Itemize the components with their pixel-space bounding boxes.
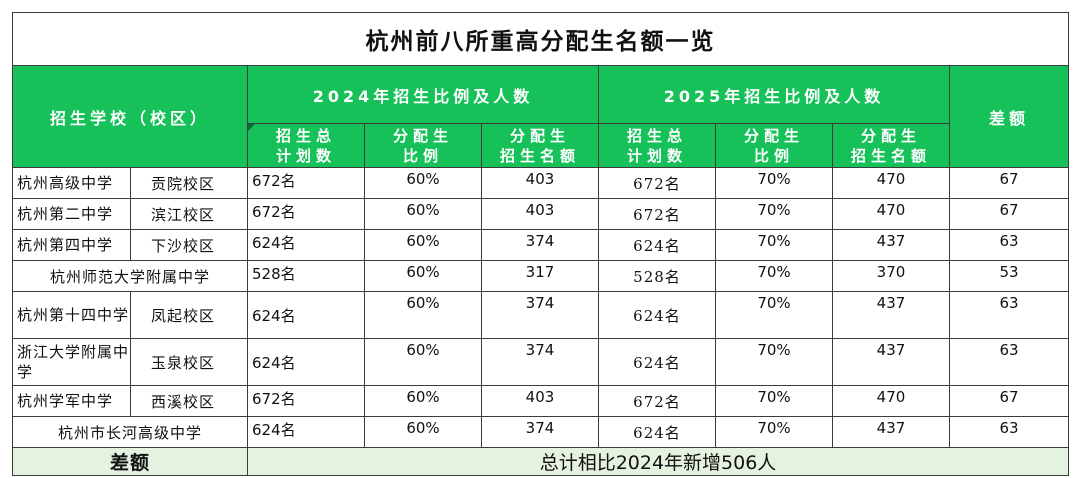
campus-name: 西溪校区 xyxy=(130,385,248,417)
ratio-2025: 70% xyxy=(715,229,833,261)
plan-2024: 672名 xyxy=(247,198,365,230)
quota-2025: 470 xyxy=(832,198,950,230)
ratio-2024: 60% xyxy=(364,338,482,386)
school-name: 杭州学军中学 xyxy=(12,385,131,417)
footer-total: 总计相比2024年新增506人 xyxy=(247,447,1069,476)
ratio-2024: 60% xyxy=(364,416,482,448)
ratio-2025: 70% xyxy=(715,291,833,339)
table-title: 杭州前八所重高分配生名额一览 xyxy=(12,12,1069,66)
subheader-plan-2025: 招生总 计划数 xyxy=(598,123,716,168)
table-row: 杭州第十四中学 凤起校区 624名 60% 374 624名 70% 437 6… xyxy=(12,291,1069,339)
plan-2024: 672名 xyxy=(247,167,365,199)
school-name: 杭州高级中学 xyxy=(12,167,131,199)
plan-2025: 672名 xyxy=(598,167,716,199)
diff-value: 67 xyxy=(949,385,1069,417)
header-2025: 2025年招生比例及人数 xyxy=(598,65,950,124)
ratio-2024: 60% xyxy=(364,260,482,292)
footer-label: 差额 xyxy=(12,447,248,476)
footer-row: 差额 总计相比2024年新增506人 xyxy=(12,447,1069,476)
ratio-2024: 60% xyxy=(364,167,482,199)
quota-table-container: 杭州前八所重高分配生名额一览 招生学校（校区） 2024年招生比例及人数 202… xyxy=(12,12,1069,476)
diff-value: 67 xyxy=(949,198,1069,230)
campus-name: 凤起校区 xyxy=(130,291,248,339)
quota-2025: 470 xyxy=(832,167,950,199)
campus-name: 玉泉校区 xyxy=(130,338,248,386)
ratio-2025: 70% xyxy=(715,416,833,448)
subheader-plan-2024: 招生总 计划数 xyxy=(247,123,365,168)
school-name: 浙江大学附属中学 xyxy=(12,338,131,386)
table-row: 杭州第四中学 下沙校区 624名 60% 374 624名 70% 437 63 xyxy=(12,229,1069,261)
ratio-2024: 60% xyxy=(364,198,482,230)
header-diff: 差额 xyxy=(949,65,1069,168)
ratio-2025: 70% xyxy=(715,338,833,386)
quota-2025: 437 xyxy=(832,229,950,261)
plan-2024: 672名 xyxy=(247,385,365,417)
quota-2024: 403 xyxy=(481,167,599,199)
ratio-2025: 70% xyxy=(715,198,833,230)
quota-2024: 403 xyxy=(481,385,599,417)
plan-2025: 624名 xyxy=(598,416,716,448)
plan-2024: 624名 xyxy=(247,291,365,339)
ratio-2024: 60% xyxy=(364,385,482,417)
table-row: 杭州学军中学 西溪校区 672名 60% 403 672名 70% 470 67 xyxy=(12,385,1069,417)
plan-2024: 624名 xyxy=(247,229,365,261)
diff-value: 63 xyxy=(949,291,1069,339)
school-name: 杭州第二中学 xyxy=(12,198,131,230)
ratio-2025: 70% xyxy=(715,260,833,292)
plan-2025: 624名 xyxy=(598,338,716,386)
ratio-2025: 70% xyxy=(715,167,833,199)
quota-2025: 437 xyxy=(832,416,950,448)
quota-2025: 470 xyxy=(832,385,950,417)
subheader-ratio-2024: 分配生 比例 xyxy=(364,123,482,168)
campus-name: 贡院校区 xyxy=(130,167,248,199)
subheader-ratio-2025: 分配生 比例 xyxy=(715,123,833,168)
table-row: 杭州市长河高级中学 624名 60% 374 624名 70% 437 63 xyxy=(12,416,1069,448)
quota-2024: 403 xyxy=(481,198,599,230)
school-name: 杭州第四中学 xyxy=(12,229,131,261)
diff-value: 67 xyxy=(949,167,1069,199)
plan-2024: 528名 xyxy=(247,260,365,292)
quota-2025: 370 xyxy=(832,260,950,292)
school-name: 杭州师范大学附属中学 xyxy=(12,260,248,292)
ratio-2024: 60% xyxy=(364,291,482,339)
quota-table: 杭州前八所重高分配生名额一览 招生学校（校区） 2024年招生比例及人数 202… xyxy=(12,12,1069,476)
quota-2025: 437 xyxy=(832,338,950,386)
header-school: 招生学校（校区） xyxy=(12,65,248,168)
table-row: 杭州高级中学 贡院校区 672名 60% 403 672名 70% 470 67 xyxy=(12,167,1069,199)
plan-2024: 624名 xyxy=(247,338,365,386)
campus-name: 下沙校区 xyxy=(130,229,248,261)
diff-value: 53 xyxy=(949,260,1069,292)
campus-name: 滨江校区 xyxy=(130,198,248,230)
table-row: 杭州第二中学 滨江校区 672名 60% 403 672名 70% 470 67 xyxy=(12,198,1069,230)
quota-2024: 374 xyxy=(481,229,599,261)
diff-value: 63 xyxy=(949,338,1069,386)
plan-2025: 624名 xyxy=(598,291,716,339)
subheader-quota-2024: 分配生 招生名额 xyxy=(481,123,599,168)
table-row: 浙江大学附属中学 玉泉校区 624名 60% 374 624名 70% 437 … xyxy=(12,338,1069,386)
quota-2024: 374 xyxy=(481,291,599,339)
quota-2024: 317 xyxy=(481,260,599,292)
plan-2024: 624名 xyxy=(247,416,365,448)
table-row: 杭州师范大学附属中学 528名 60% 317 528名 70% 370 53 xyxy=(12,260,1069,292)
school-name: 杭州市长河高级中学 xyxy=(12,416,248,448)
quota-2024: 374 xyxy=(481,416,599,448)
plan-2025: 528名 xyxy=(598,260,716,292)
school-name: 杭州第十四中学 xyxy=(12,291,131,339)
plan-2025: 672名 xyxy=(598,385,716,417)
diff-value: 63 xyxy=(949,229,1069,261)
quota-2024: 374 xyxy=(481,338,599,386)
plan-2025: 672名 xyxy=(598,198,716,230)
ratio-2024: 60% xyxy=(364,229,482,261)
quota-2025: 437 xyxy=(832,291,950,339)
header-2024: 2024年招生比例及人数 xyxy=(247,65,599,124)
diff-value: 63 xyxy=(949,416,1069,448)
subheader-quota-2025: 分配生 招生名额 xyxy=(832,123,950,168)
ratio-2025: 70% xyxy=(715,385,833,417)
plan-2025: 624名 xyxy=(598,229,716,261)
